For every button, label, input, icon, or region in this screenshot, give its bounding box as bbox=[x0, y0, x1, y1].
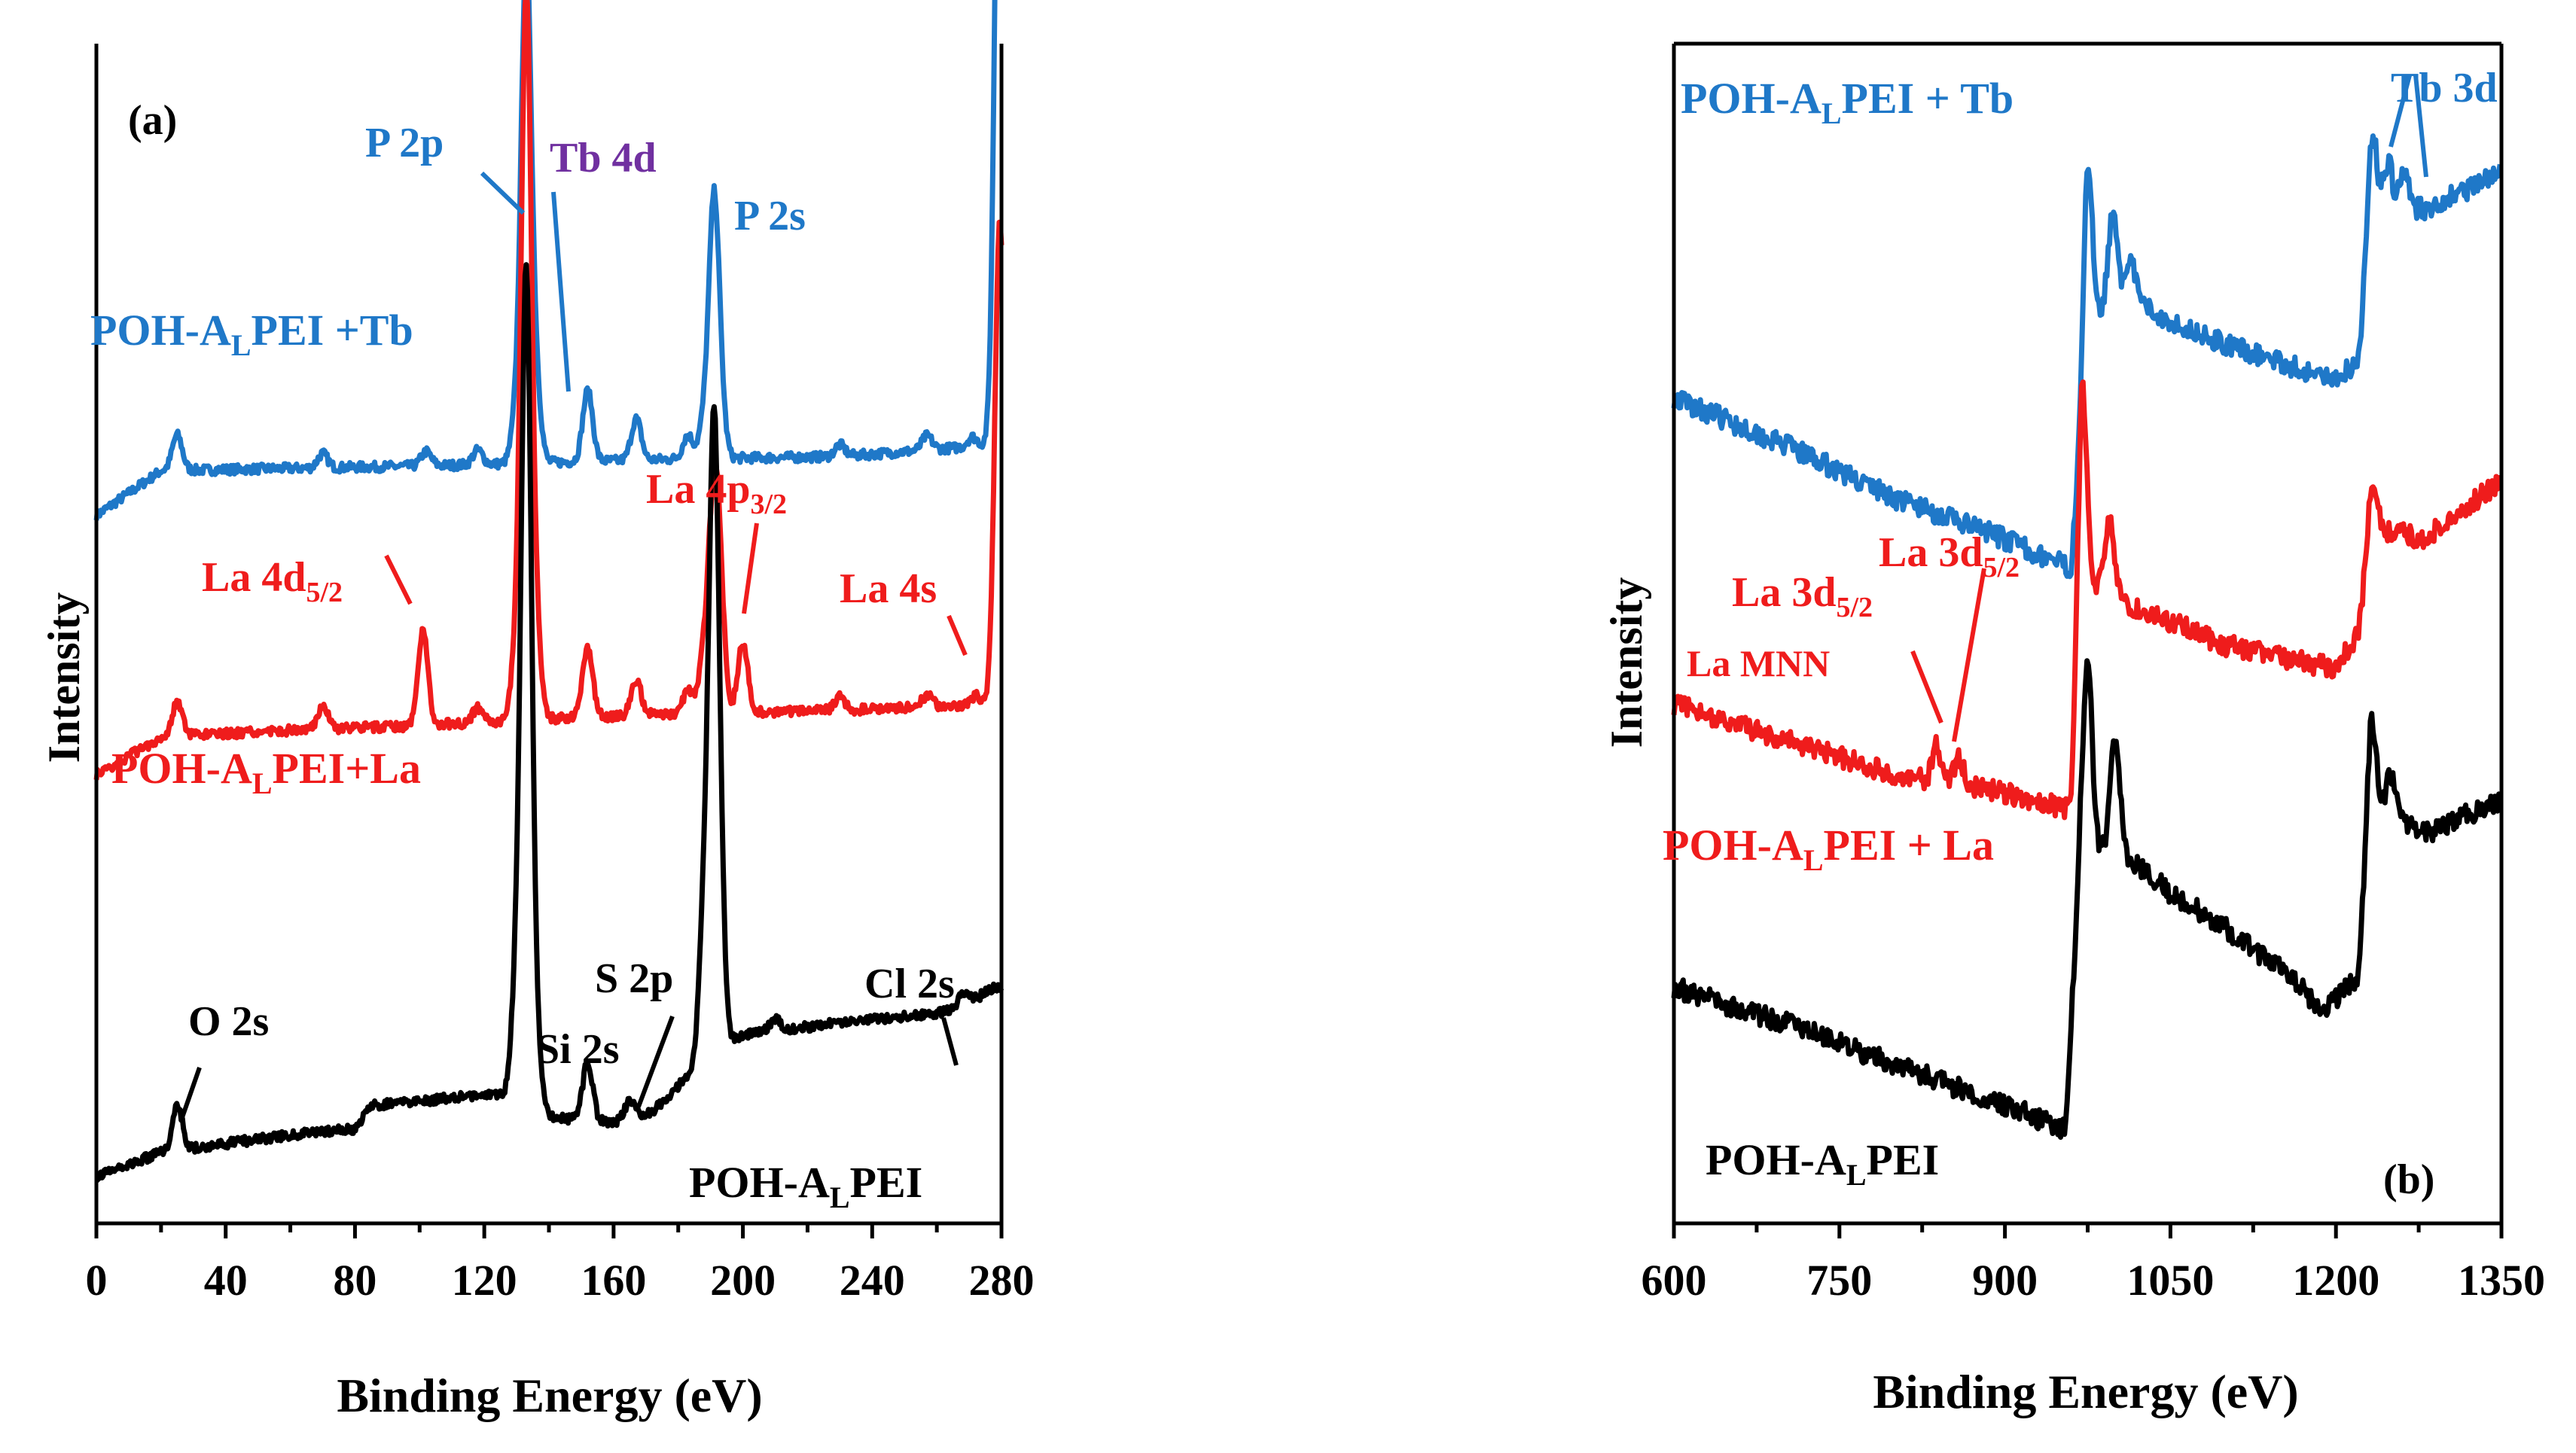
leader-la4d bbox=[384, 554, 413, 605]
leader-o2s bbox=[178, 1067, 202, 1122]
series-label-a-la: POH-ALPEI+La bbox=[111, 744, 421, 800]
annotation-la4s: La 4s bbox=[840, 565, 937, 612]
x-tick-label: 600 bbox=[1642, 1256, 1707, 1305]
annotation-p2p: P 2p bbox=[365, 120, 444, 166]
x-tick-label: 40 bbox=[204, 1256, 248, 1305]
panel-b: 600 750 900 1050 1200 1350 (b) Intensity Bind… bbox=[1602, 41, 2545, 1418]
x-tick-label: 160 bbox=[581, 1256, 646, 1305]
panel-b-xlabel: Binding Energy (eV) bbox=[1873, 1365, 2298, 1418]
panel-b-ticks: 600 750 900 1050 1200 1350 bbox=[1642, 1223, 2545, 1305]
series-line-poh-alpei-tb bbox=[93, 0, 998, 521]
annotation-p2s: P 2s bbox=[734, 193, 806, 239]
series-line-poh-alpei bbox=[94, 262, 1004, 1183]
panel-a-annotation-lines bbox=[178, 171, 968, 1122]
annotation-tb3d: Tb 3d bbox=[2391, 65, 2498, 111]
x-tick-label: 200 bbox=[710, 1256, 776, 1305]
x-tick-label: 120 bbox=[452, 1256, 517, 1305]
leader-s2p bbox=[636, 1015, 675, 1108]
series-label-a-base: POH-ALPEI bbox=[689, 1158, 922, 1214]
x-tick-label: 1350 bbox=[2458, 1256, 2545, 1305]
panel-a-ticks: 0 40 80 120 160 200 240 280 bbox=[86, 1223, 1035, 1305]
panel-a-series bbox=[93, 0, 1004, 1183]
panel-a-label: (a) bbox=[128, 97, 177, 144]
annotation-si2s: Si 2s bbox=[536, 1026, 620, 1073]
x-tick-label: 1200 bbox=[2292, 1256, 2379, 1305]
leader-la4p bbox=[742, 522, 759, 614]
x-tick-label: 1050 bbox=[2126, 1256, 2214, 1305]
leader-tb4d bbox=[551, 191, 571, 392]
series-label-b-tb: POH-ALPEI + Tb bbox=[1681, 74, 2014, 130]
annotation-la3d-upper: La 3d5/2 bbox=[1879, 529, 2020, 583]
annotation-la4d: La 4d5/2 bbox=[202, 554, 343, 608]
x-tick-label: 900 bbox=[1972, 1256, 2038, 1305]
leader-la3d-upper bbox=[1952, 568, 1986, 742]
panel-a: 0 40 80 120 160 200 240 280 (a) Intensity Bindi… bbox=[39, 0, 1035, 1422]
annotation-la-mnn: La MNN bbox=[1687, 642, 1830, 684]
panel-a-ylabel: Intensity bbox=[39, 592, 89, 763]
panel-b-series bbox=[1671, 133, 2503, 1140]
leader-tb3d-1 bbox=[2389, 75, 2412, 148]
annotation-tb4d: Tb 4d bbox=[550, 135, 657, 181]
panel-b-annotation-lines bbox=[1910, 75, 2428, 742]
leader-la3d-lower bbox=[1910, 650, 1943, 724]
series-line-poh-alpei-tb bbox=[1671, 133, 2503, 580]
x-tick-label: 240 bbox=[840, 1256, 905, 1305]
series-line-poh-alpei-la bbox=[1671, 379, 2503, 821]
leader-p2p bbox=[480, 171, 526, 215]
series-line-poh-alpei-la bbox=[93, 0, 1004, 781]
leader-tb3d-2 bbox=[2413, 75, 2428, 178]
x-tick-label: 80 bbox=[333, 1256, 376, 1305]
annotation-o2s: O 2s bbox=[188, 998, 269, 1045]
series-label-b-base: POH-ALPEI bbox=[1706, 1135, 1939, 1192]
series-label-b-la: POH-ALPEI + La bbox=[1663, 821, 1994, 877]
annotation-la4p: La 4p3/2 bbox=[646, 466, 787, 520]
series-line-poh-alpei bbox=[1671, 658, 2503, 1140]
x-tick-label: 0 bbox=[86, 1256, 108, 1305]
x-tick-label: 750 bbox=[1806, 1256, 1872, 1305]
panel-b-ylabel: Intensity bbox=[1602, 577, 1651, 748]
series-label-a-tb: POH-ALPEI +Tb bbox=[90, 306, 413, 362]
panel-a-xlabel: Binding Energy (eV) bbox=[337, 1369, 762, 1422]
annotation-cl2s: Cl 2s bbox=[864, 961, 955, 1007]
x-tick-label: 280 bbox=[969, 1256, 1035, 1305]
annotation-la3d-lower: La 3d5/2 bbox=[1732, 569, 1873, 623]
panel-b-label: (b) bbox=[2383, 1156, 2434, 1203]
leader-la4s bbox=[947, 614, 968, 656]
annotation-s2p: S 2p bbox=[595, 955, 673, 1002]
leader-cl2s bbox=[941, 1017, 959, 1066]
